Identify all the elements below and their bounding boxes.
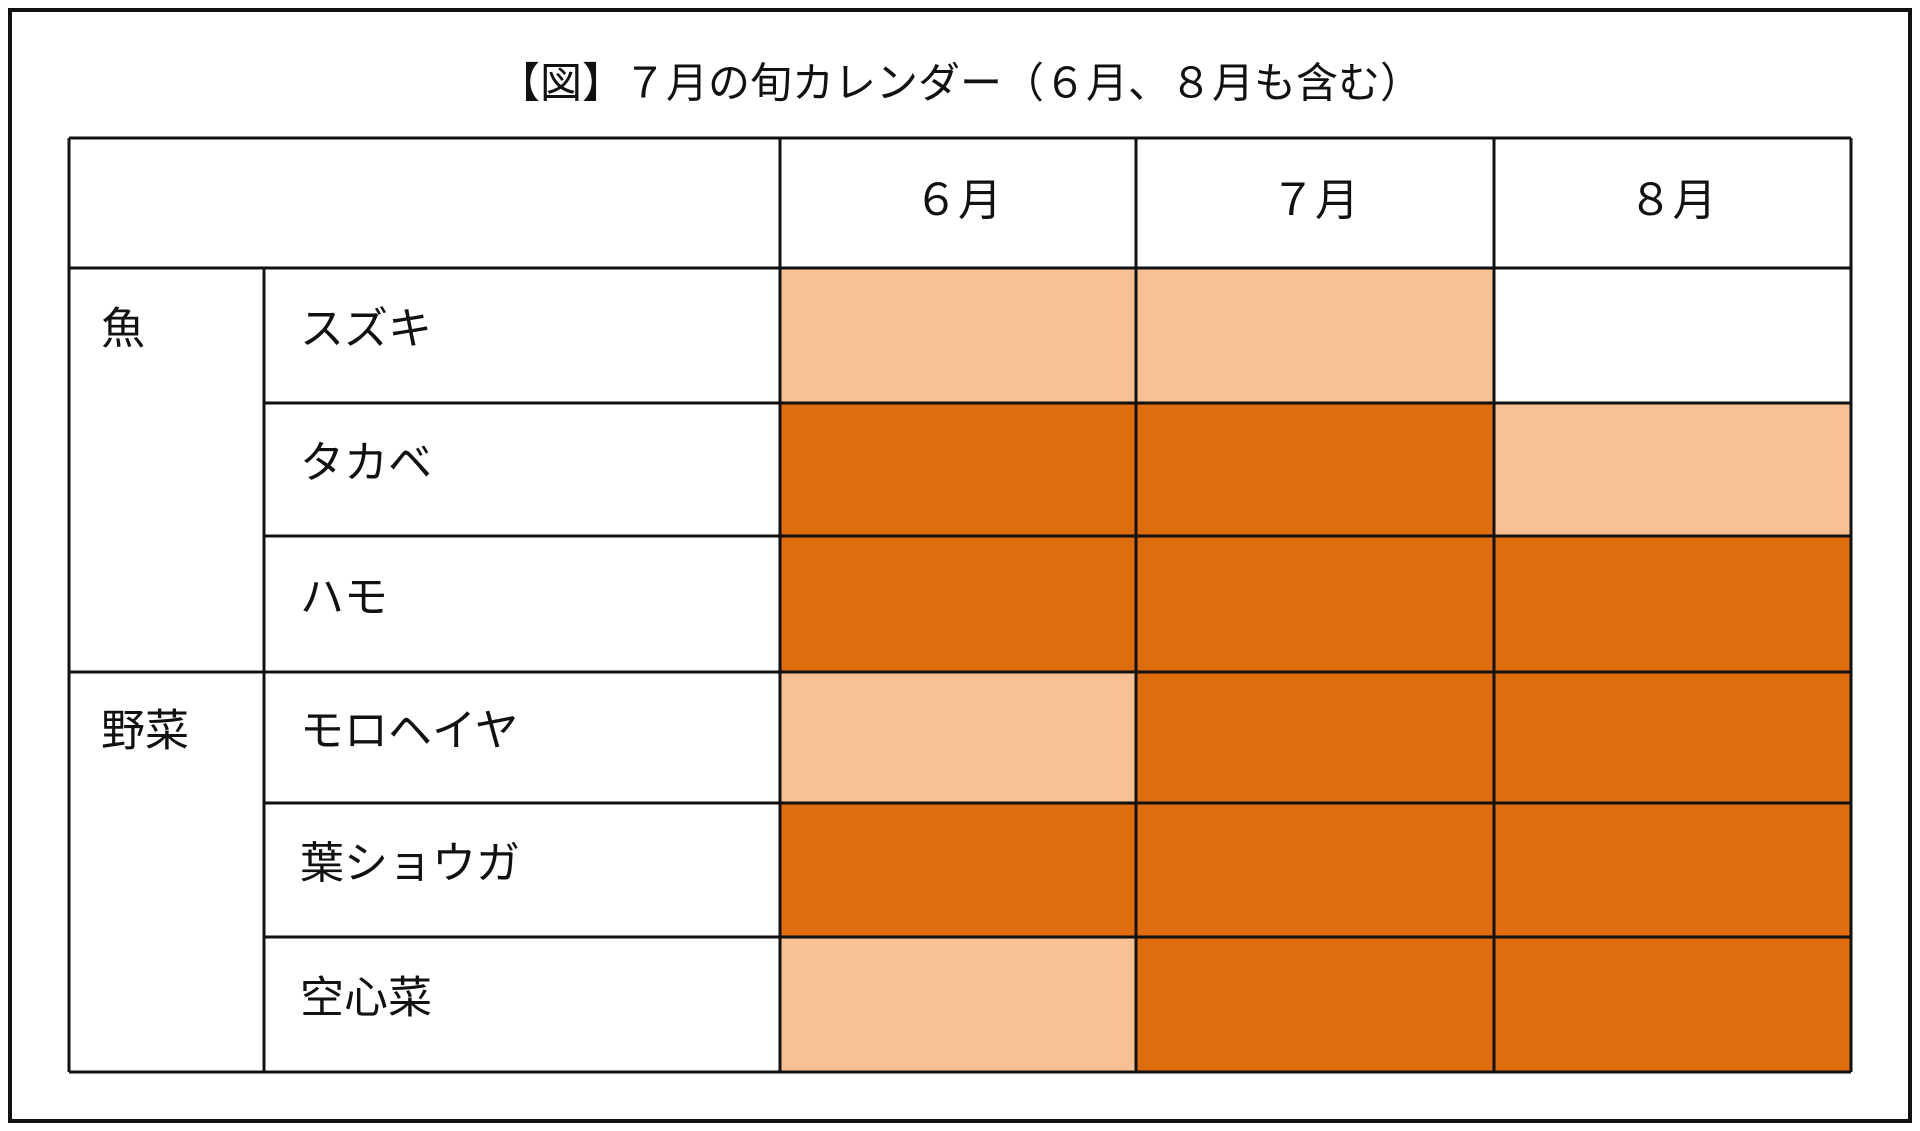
item: モロヘイヤ — [300, 706, 519, 757]
season-cell — [1136, 403, 1494, 536]
season-cell — [780, 268, 1136, 403]
season-cell — [1136, 536, 1494, 672]
season-cell — [780, 937, 1136, 1072]
season-cell — [1136, 268, 1494, 403]
item: ハモ — [300, 572, 388, 623]
season-cell — [1136, 672, 1494, 803]
season-cell — [780, 672, 1136, 803]
category: 魚 — [101, 304, 145, 355]
season-cell — [1494, 937, 1851, 1072]
header-row — [69, 138, 1851, 268]
season-cell — [1494, 403, 1851, 536]
title: 【図】７月の旬カレンダー（６月、８月も含む） — [498, 59, 1422, 108]
season-cell — [1136, 937, 1494, 1072]
category: 野菜 — [101, 706, 189, 757]
season-cell — [1494, 803, 1851, 937]
season-cell — [780, 536, 1136, 672]
item: スズキ — [300, 304, 432, 355]
season-cell — [1136, 803, 1494, 937]
item: 葉ショウガ — [300, 838, 520, 889]
item: タカベ — [300, 438, 432, 489]
season-cell — [1494, 268, 1851, 403]
season-cell — [780, 403, 1136, 536]
column-header: ７月 — [1271, 175, 1359, 226]
season-cell — [1494, 536, 1851, 672]
season-cell — [780, 803, 1136, 937]
item: 空心菜 — [300, 973, 432, 1024]
column-header: ８月 — [1629, 175, 1717, 226]
season-cell — [1494, 672, 1851, 803]
column-header: ６月 — [914, 175, 1002, 226]
